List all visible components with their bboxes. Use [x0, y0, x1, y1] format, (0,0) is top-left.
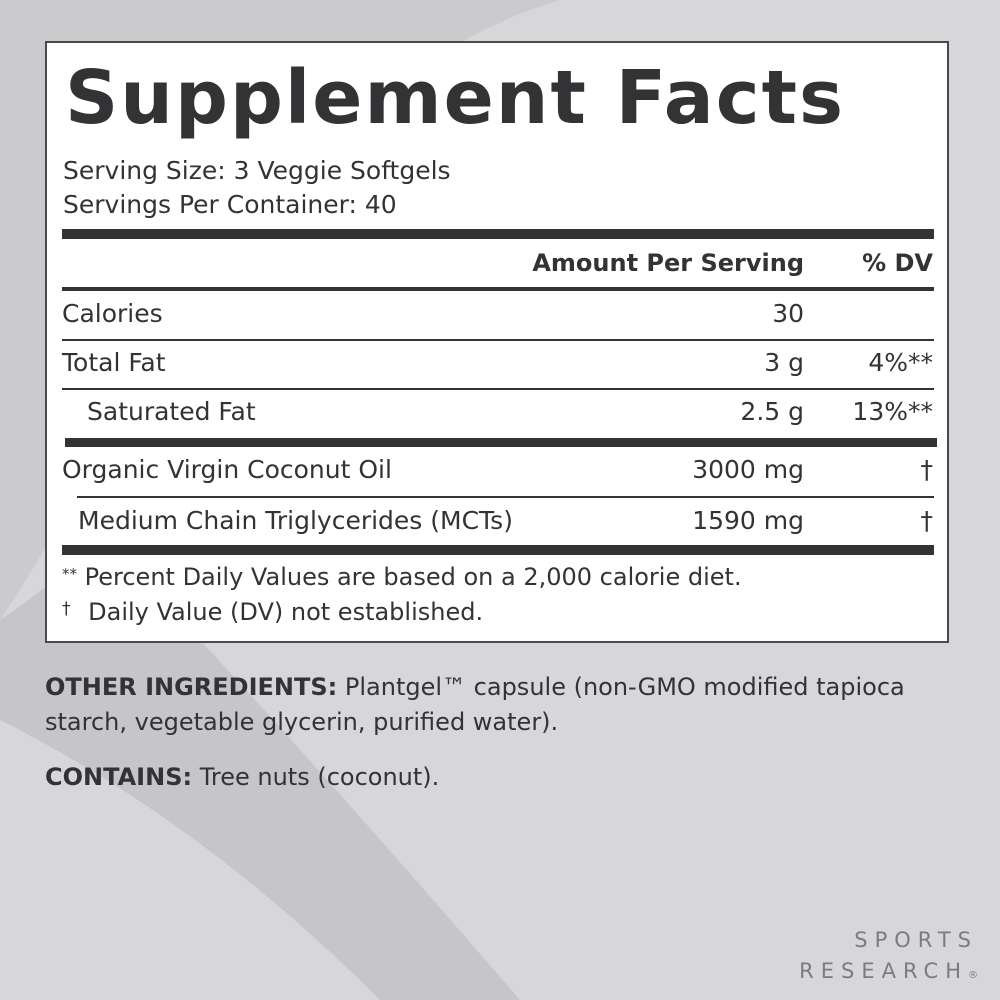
divider-medium	[62, 287, 934, 291]
row-calories-amount: 30	[772, 299, 804, 328]
divider-thick	[65, 438, 937, 447]
other-ingredients-label: OTHER INGREDIENTS:	[45, 673, 338, 701]
row-mct-amount: 1590 mg	[692, 506, 804, 535]
contains-label: CONTAINS:	[45, 763, 193, 791]
divider-thin	[77, 496, 934, 498]
logo-line2-text: RESEARCH	[799, 959, 968, 983]
panel-title: Supplement Facts	[65, 55, 846, 141]
supplement-facts-panel: Supplement Facts Serving Size: 3 Veggie …	[45, 41, 949, 643]
footnote-mark: †	[62, 599, 71, 619]
divider-thick	[62, 229, 934, 239]
row-coconut-oil-amount: 3000 mg	[692, 455, 804, 484]
footnote-text: Daily Value (DV) not established.	[88, 598, 484, 626]
row-total-fat-name: Total Fat	[62, 348, 166, 377]
header-amount: Amount Per Serving	[532, 249, 804, 277]
contains-text: Tree nuts (coconut).	[199, 763, 440, 791]
servings-per-container: Servings Per Container: 40	[63, 190, 397, 219]
header-dv: % DV	[862, 249, 933, 277]
other-ingredients-text: Plantgel™ capsule (non-GMO modified tapi…	[45, 673, 905, 736]
row-total-fat-amount: 3 g	[764, 348, 804, 377]
divider-thin	[62, 388, 934, 390]
row-mct-dv: †	[920, 506, 934, 535]
contains: CONTAINS: Tree nuts (coconut).	[45, 760, 925, 795]
row-mct-name: Medium Chain Triglycerides (MCTs)	[78, 506, 513, 535]
footnote-mark: **	[62, 565, 77, 583]
row-total-fat-dv: 4%**	[868, 348, 933, 377]
other-ingredients: OTHER INGREDIENTS: Plantgel™ capsule (no…	[45, 670, 925, 740]
row-saturated-fat-amount: 2.5 g	[740, 397, 804, 426]
row-calories-name: Calories	[62, 299, 163, 328]
row-saturated-fat-name: Saturated Fat	[87, 397, 256, 426]
footnote-dagger: † Daily Value (DV) not established.	[62, 598, 483, 626]
serving-size: Serving Size: 3 Veggie Softgels	[63, 156, 451, 185]
registered-mark: ®	[968, 970, 978, 981]
row-coconut-oil-dv: †	[920, 455, 934, 484]
row-coconut-oil-name: Organic Virgin Coconut Oil	[62, 455, 392, 484]
logo-line2: RESEARCH®	[799, 959, 978, 983]
footnote-text: Percent Daily Values are based on a 2,00…	[84, 563, 742, 591]
divider-thick	[62, 545, 934, 555]
footnote-percent: ** Percent Daily Values are based on a 2…	[62, 563, 742, 591]
logo-line1: SPORTS	[854, 928, 978, 952]
row-saturated-fat-dv: 13%**	[852, 397, 933, 426]
divider-thin	[62, 339, 934, 341]
